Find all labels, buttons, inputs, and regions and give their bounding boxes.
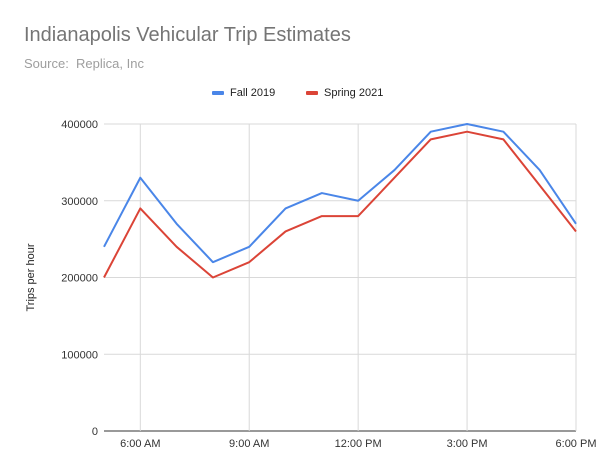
x-tick-label: 6:00 AM — [120, 438, 160, 450]
y-axis-label: Trips per hour — [25, 243, 37, 311]
y-tick-label: 300000 — [61, 196, 98, 208]
y-tick-label: 0 — [92, 426, 98, 438]
y-tick-label: 100000 — [61, 349, 98, 361]
x-tick-label: 12:00 PM — [335, 438, 382, 450]
chart-title: Indianapolis Vehicular Trip Estimates — [24, 24, 351, 46]
x-tick-label: 9:00 AM — [229, 438, 269, 450]
legend-swatch — [306, 91, 318, 95]
legend-label: Fall 2019 — [230, 87, 275, 99]
legend-label: Spring 2021 — [324, 87, 383, 99]
legend-swatch — [212, 91, 224, 95]
chart-subtitle: Source: Replica, Inc — [24, 56, 144, 71]
y-tick-label: 200000 — [61, 273, 98, 285]
series-line-spring-2021 — [103, 130, 577, 279]
y-tick-label: 400000 — [61, 119, 98, 131]
x-tick-label: 3:00 PM — [447, 438, 488, 450]
x-tick-label: 6:00 PM — [556, 438, 597, 450]
series-line-fall-2019 — [103, 123, 577, 264]
